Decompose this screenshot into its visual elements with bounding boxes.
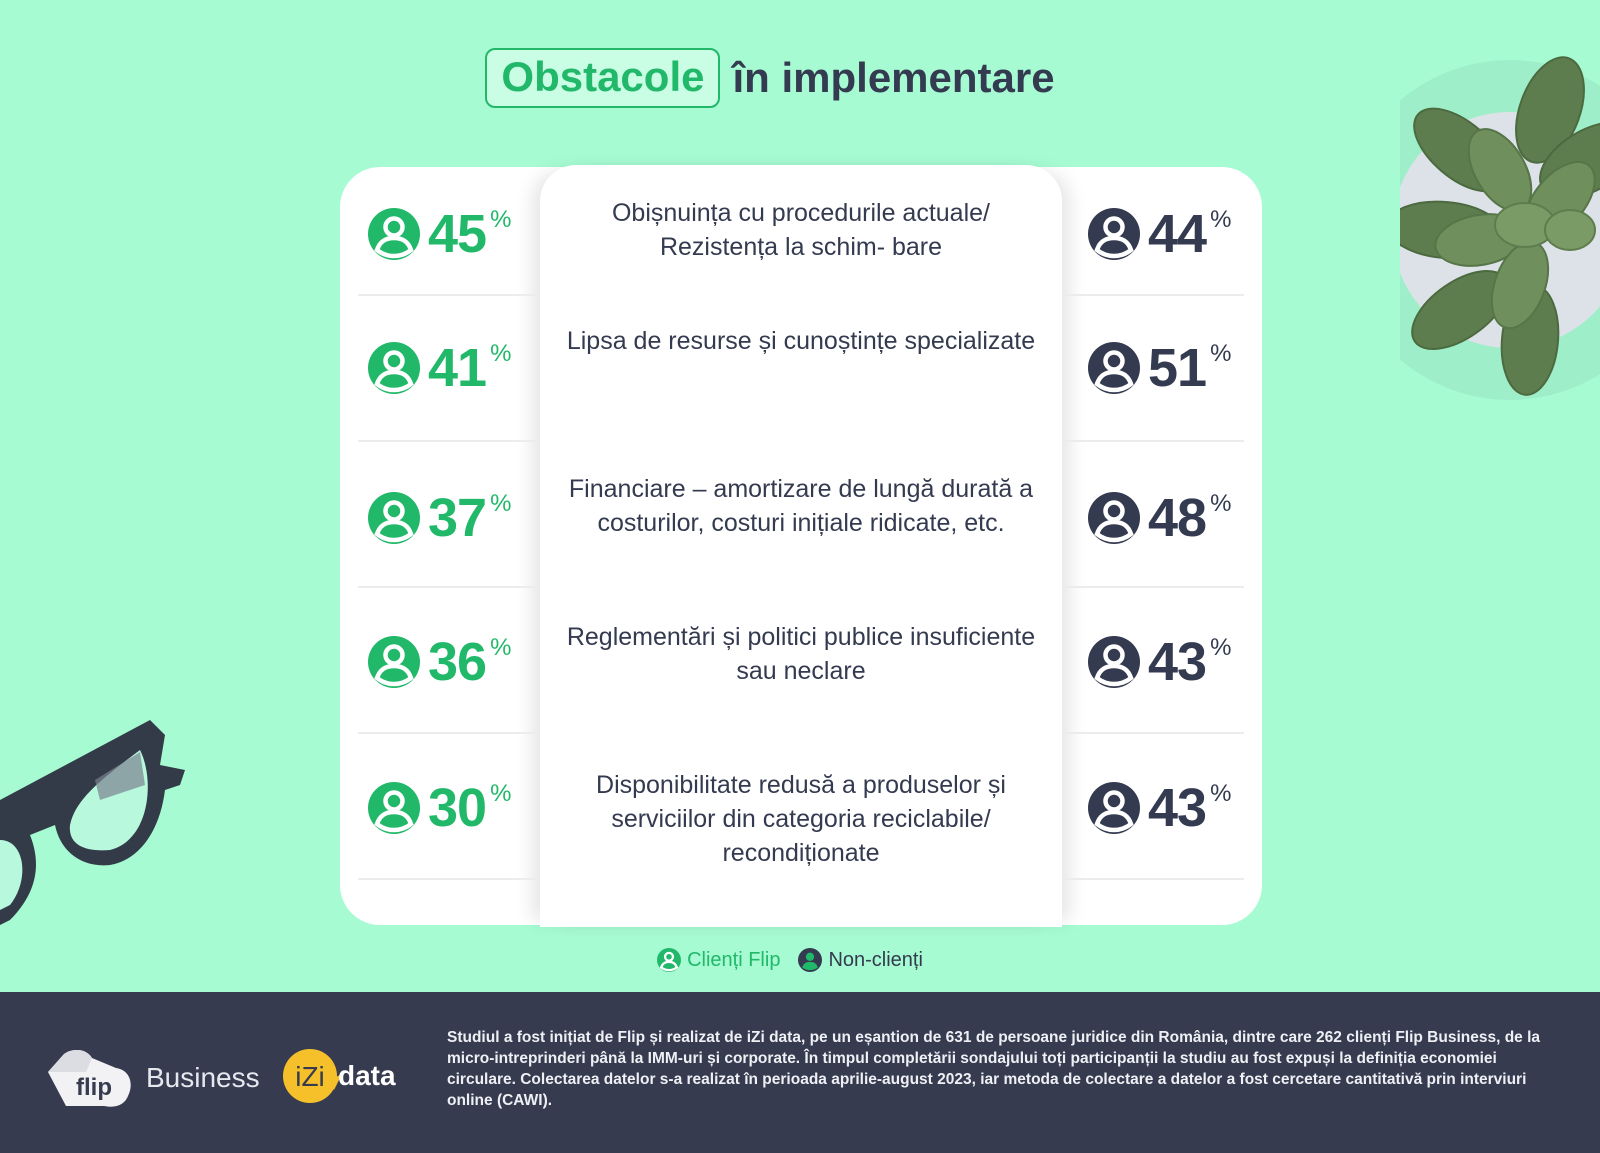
clients-flip-value: 45: [428, 204, 487, 264]
non-clients-stat: 48 %: [1088, 490, 1231, 546]
user-icon: [368, 782, 420, 834]
percent-sign: %: [490, 780, 512, 807]
methodology-note: Studiul a fost inițiat de Flip și realiz…: [447, 1029, 1541, 1109]
business-label: Business: [146, 1062, 260, 1093]
legend-item-clients-flip: Clienți Flip: [657, 948, 780, 972]
row-divider: [1062, 878, 1244, 880]
non-clients-value: 48: [1148, 488, 1207, 548]
percent-sign: %: [1210, 634, 1232, 661]
non-clients-stat: 43 %: [1088, 634, 1231, 690]
obstacle-label: Reglementări și politici publice insufic…: [566, 623, 1036, 685]
clients-flip-stat: 45 %: [368, 206, 511, 262]
percent-sign: %: [1210, 490, 1232, 517]
percent-sign: %: [490, 490, 512, 517]
percent-sign: %: [490, 634, 512, 661]
non-clients-value: 43: [1148, 632, 1207, 692]
clients-flip-stat: 41 %: [368, 340, 511, 396]
table-row: 37 % Financiare – amortizare de lungă du…: [358, 442, 1244, 588]
legend-label: Non-clienți: [828, 948, 923, 971]
footer: [0, 992, 1600, 1153]
row-divider: [358, 586, 540, 588]
title-highlight: Obstacole: [485, 48, 721, 109]
user-icon: [1088, 636, 1140, 688]
user-icon: [798, 948, 823, 972]
non-clients-stat: 44 %: [1088, 206, 1231, 262]
user-icon: [1088, 342, 1140, 394]
row-divider: [358, 294, 540, 296]
obstacle-label: Lipsa de resurse și cunoștințe specializ…: [566, 327, 1036, 355]
plant-decoration-icon: [1400, 56, 1600, 400]
user-icon: [1088, 208, 1140, 260]
user-icon: [368, 342, 420, 394]
row-divider: [1062, 586, 1244, 588]
non-clients-stat: 51 %: [1088, 340, 1231, 396]
non-clients-value: 44: [1148, 204, 1207, 264]
page-title: Obstacole în implementare: [0, 48, 1600, 109]
user-icon: [657, 948, 682, 972]
obstacle-label: Obișnuința cu procedurile actuale/ Rezis…: [611, 199, 990, 261]
row-divider: [358, 440, 540, 442]
glasses-decoration-icon: [0, 720, 185, 925]
clients-flip-stat: 36 %: [368, 634, 511, 690]
title-rest: în implementare: [732, 54, 1055, 101]
row-divider: [358, 732, 540, 734]
center-label-panel: [540, 165, 1062, 927]
percent-sign: %: [490, 206, 512, 233]
row-divider: [1062, 294, 1244, 296]
svg-text:iZi: iZi: [295, 1061, 325, 1092]
percent-sign: %: [1210, 340, 1232, 367]
percent-sign: %: [1210, 780, 1232, 807]
user-icon: [368, 208, 420, 260]
user-icon: [1088, 492, 1140, 544]
user-icon: [368, 492, 420, 544]
obstacle-label: Disponibilitate redusă a produselor și s…: [596, 771, 1006, 867]
non-clients-value: 43: [1148, 778, 1207, 838]
clients-flip-value: 41: [428, 338, 487, 398]
table-row: 36 % Reglementări și politici publice in…: [358, 588, 1244, 734]
obstacle-label: Financiare – amortizare de lungă durată …: [568, 475, 1034, 537]
user-icon: [1088, 782, 1140, 834]
svg-text:flip: flip: [76, 1074, 112, 1101]
clients-flip-stat: 37 %: [368, 490, 511, 546]
row-divider: [1062, 440, 1244, 442]
clients-flip-stat: 30 %: [368, 780, 511, 836]
clients-flip-value: 36: [428, 632, 487, 692]
clients-flip-value: 37: [428, 488, 487, 548]
legend-label: Clienți Flip: [687, 948, 781, 971]
non-clients-value: 51: [1148, 338, 1207, 398]
user-icon: [368, 636, 420, 688]
row-divider: [358, 878, 540, 880]
percent-sign: %: [1210, 206, 1232, 233]
table-row: 41 % Lipsa de resurse și cunoștințe spec…: [358, 296, 1244, 442]
izi-data-logo-icon: iZi data: [283, 1049, 396, 1103]
flip-logo-icon: flip: [48, 1050, 131, 1107]
percent-sign: %: [490, 340, 512, 367]
legend-item-non-clients: Non-clienți: [798, 948, 923, 972]
table-row: 30 % Disponibilitate redusă a produselor…: [358, 734, 1244, 880]
svg-text:data: data: [338, 1060, 396, 1091]
table-row: 45 % Obișnuința cu procedurile actuale/ …: [358, 150, 1244, 296]
row-divider: [1062, 732, 1244, 734]
clients-flip-value: 30: [428, 778, 487, 838]
non-clients-stat: 43 %: [1088, 780, 1231, 836]
chart-legend: Clienți Flip Non-clienți: [0, 948, 1600, 972]
